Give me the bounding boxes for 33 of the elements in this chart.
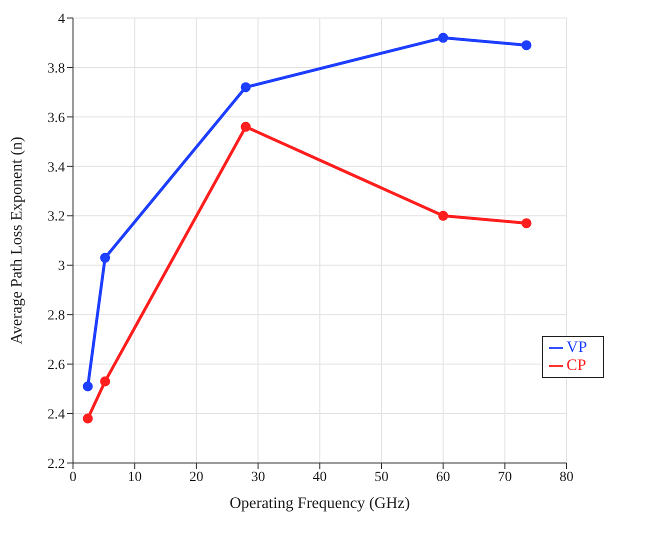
point	[438, 32, 448, 43]
x-tick-label: 80	[560, 470, 574, 485]
point	[100, 252, 110, 263]
point	[438, 210, 448, 221]
y-tick-label: 2.2	[48, 456, 65, 472]
x-tick-label: 20	[189, 470, 204, 485]
y-tick-label: 3.8	[48, 61, 65, 76]
x-tick-label: 0	[70, 470, 76, 485]
x-tick-label: 50	[374, 470, 388, 485]
point	[521, 40, 532, 50]
point	[82, 414, 93, 424]
point	[240, 122, 251, 132]
y-tick-label: 3.6	[48, 110, 65, 126]
y-axis-title: Average Path Loss Exponent (n)	[8, 136, 26, 344]
y-tick-label: 2.4	[48, 408, 65, 423]
y-tick-label: 3.2	[48, 210, 65, 225]
x-axis-title: Operating Frequency (GHz)	[230, 495, 410, 512]
y-tick-label: 4	[58, 12, 65, 27]
point	[82, 381, 93, 392]
x-tick-label: 70	[498, 470, 512, 485]
point	[521, 218, 532, 228]
x-tick-label: 10	[128, 470, 142, 485]
y-tick-label: 3.4	[48, 160, 65, 176]
x-tick-label: 40	[312, 470, 327, 485]
legend-label: CP	[566, 357, 586, 374]
point	[240, 82, 251, 92]
y-tick-label: 2.8	[48, 308, 65, 324]
y-tick-label: 3	[58, 259, 65, 274]
legend-label: VP	[566, 339, 587, 356]
point	[100, 376, 110, 386]
y-tick-label: 2.6	[48, 358, 65, 374]
x-tick-label: 30	[251, 470, 266, 485]
x-tick-label: 60	[436, 470, 450, 485]
